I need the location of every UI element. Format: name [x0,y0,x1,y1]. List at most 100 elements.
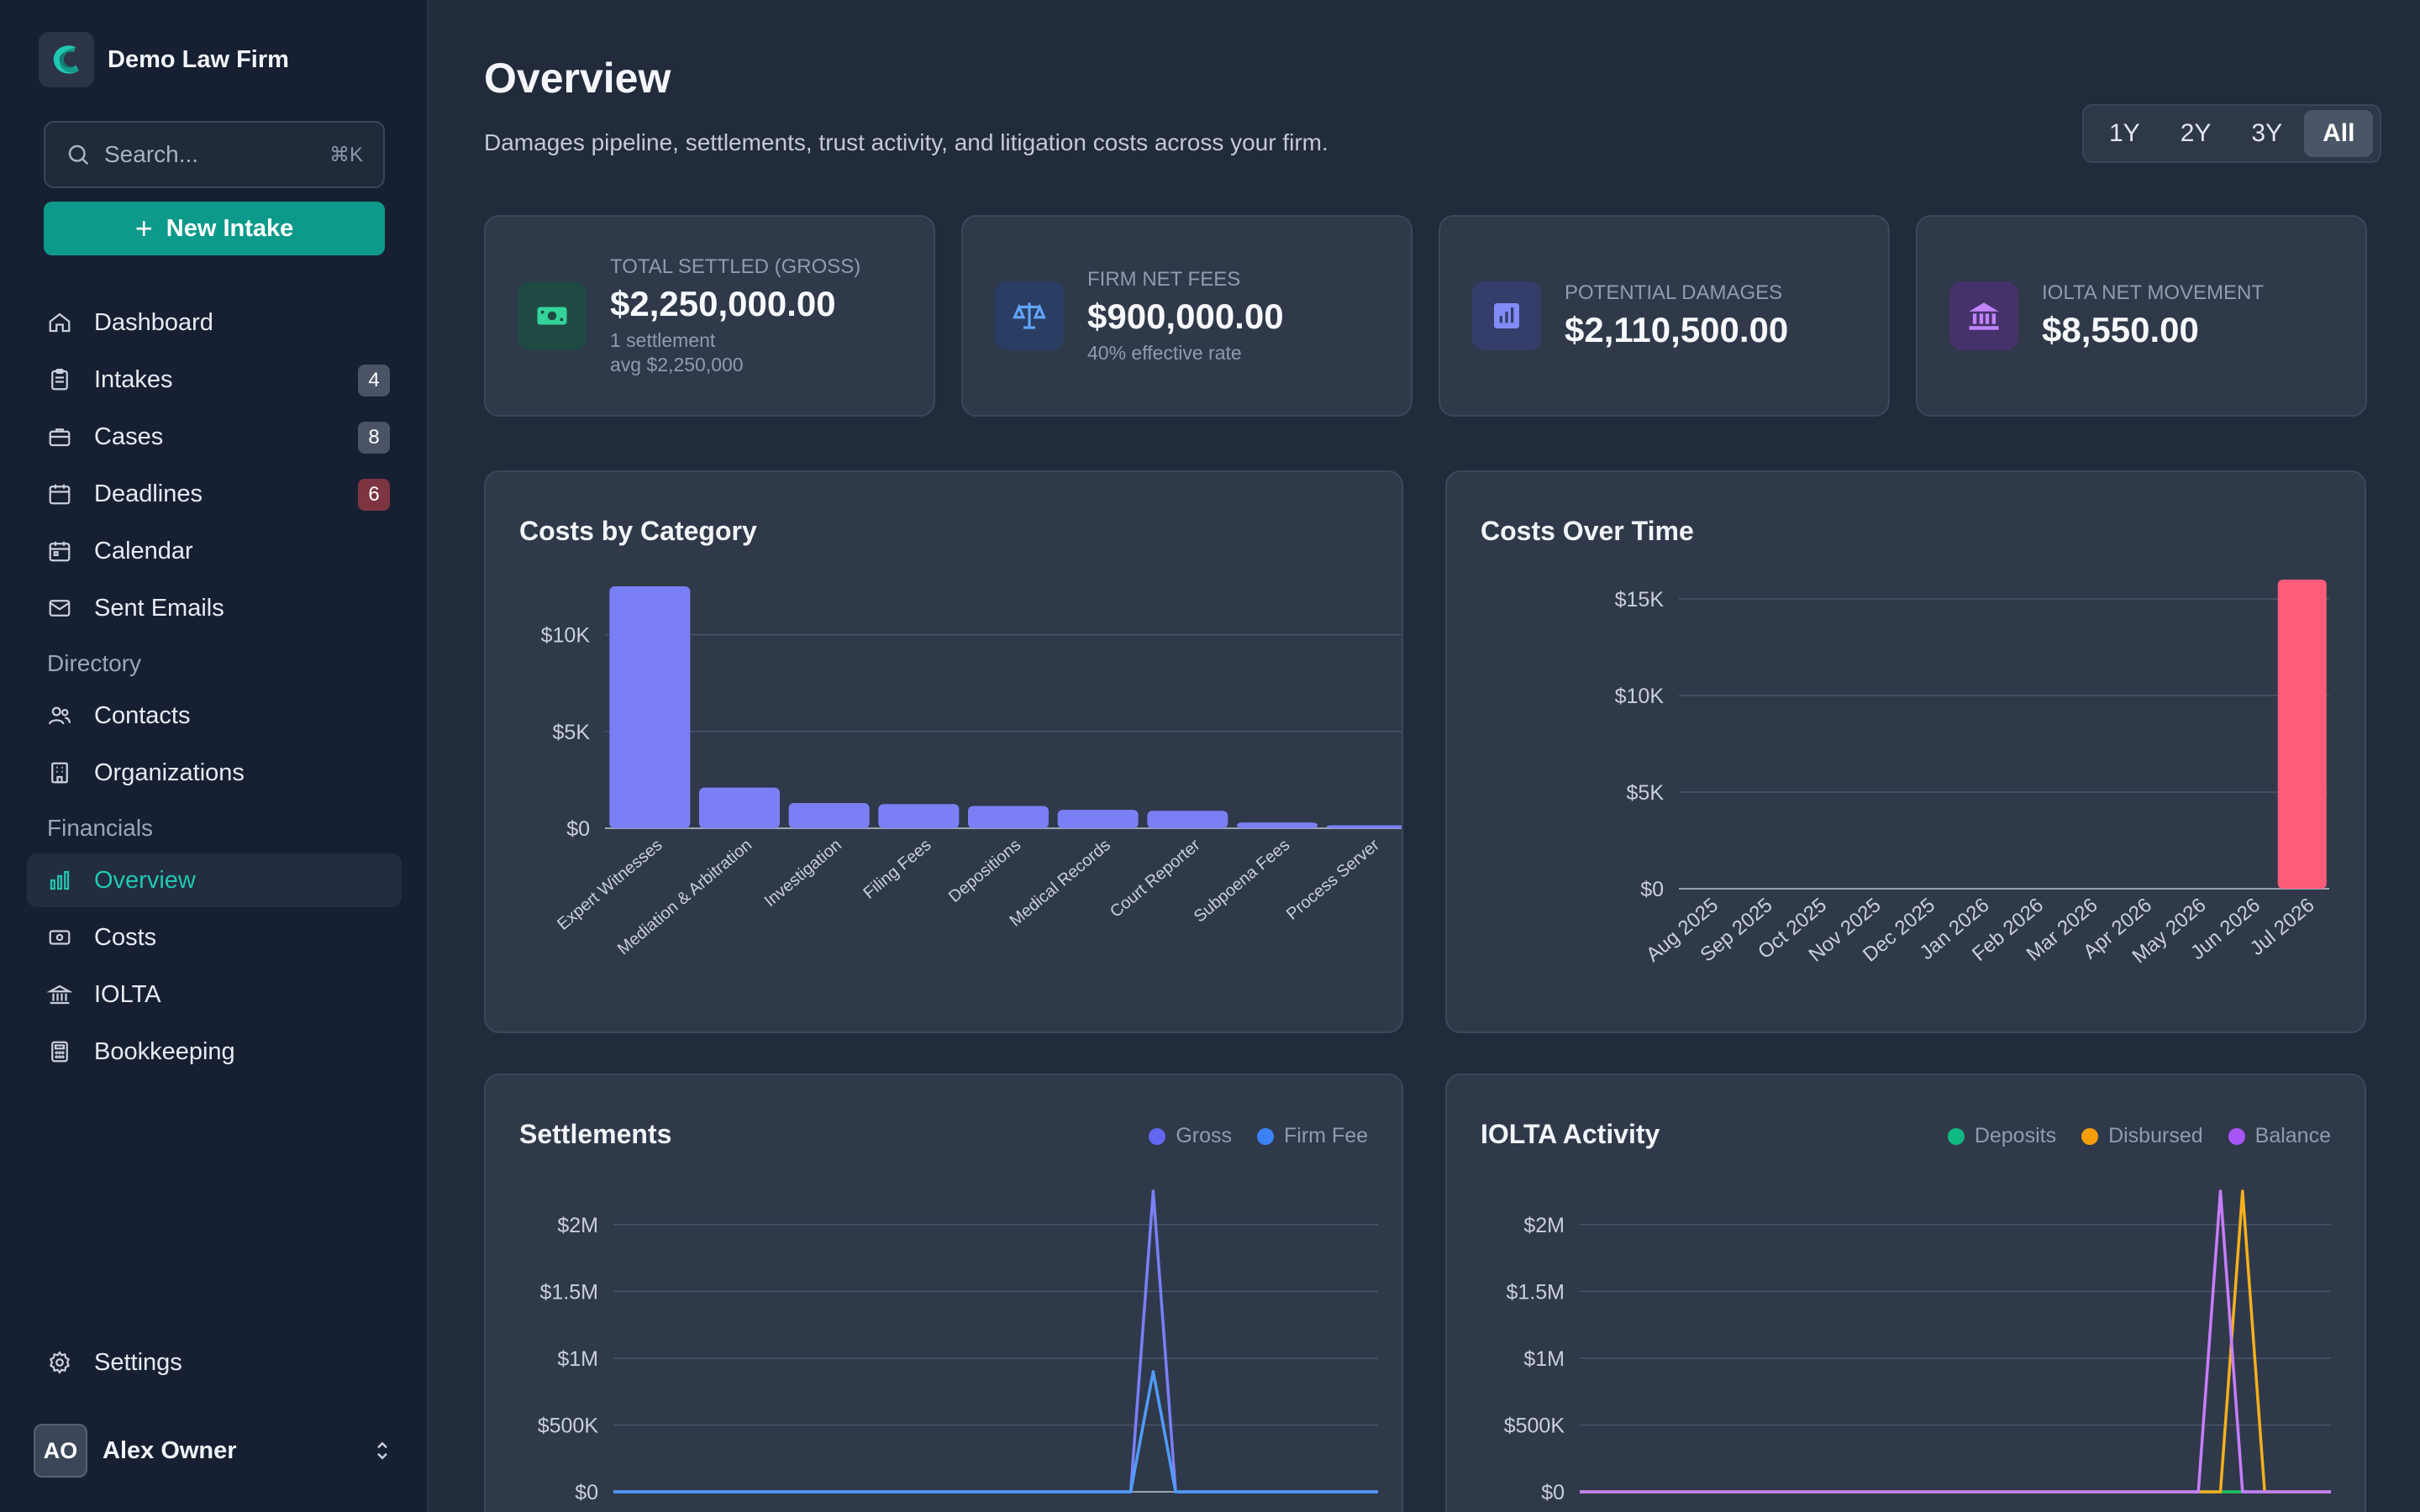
iolta-activity-chart: $0 $500K $1M $1.5M $2M [1504,1189,2331,1504]
building-icon [51,762,68,784]
sidebar-item-label: Bookkeeping [94,1037,235,1065]
bar-expert-witnesses [609,586,691,828]
x-tick-label: Court Reporter [1107,836,1204,921]
y-tick-label: $0 [1640,878,1664,901]
sidebar-item-organizations[interactable]: Organizations [27,746,402,800]
bank-icon [47,984,72,1005]
series-line-balance [1580,1189,2331,1494]
sidebar-item-contacts[interactable]: Contacts [27,689,402,743]
chart-title: Settlements [519,1119,672,1149]
briefcase-icon [49,428,71,447]
legend-label: Balance [2254,1124,2331,1147]
stat-value: $2,250,000.00 [610,284,836,323]
sidebar-item-settings[interactable]: Settings [27,1336,402,1389]
legend-dot [2081,1127,2099,1145]
x-tick-label: Process Server [1283,836,1383,924]
sidebar-item-label: Deadlines [94,480,203,507]
x-tick-label: Investigation [761,836,845,911]
series-line-firm-fee [613,1370,1378,1494]
sidebar-item-label: Overview [94,866,196,894]
users-icon [49,706,71,725]
sidebar-item-costs[interactable]: Costs [27,911,402,964]
stat-subtext: 1 settlement [610,329,716,351]
sidebar-item-iolta[interactable]: IOLTA [27,968,402,1021]
brand[interactable]: Demo Law Firm [39,32,289,87]
legend-dot [1257,1127,1274,1145]
range-button-3y[interactable]: 3Y [2251,119,2283,147]
search-shortcut: ⌘K [329,143,363,166]
clipboard-icon [51,369,68,391]
y-tick-label: $0 [566,817,590,841]
search-input[interactable]: Search... ⌘K [44,121,385,188]
chart-title: Costs Over Time [1481,516,1694,546]
legend-item-balance[interactable]: Balance [2228,1124,2331,1148]
sidebar: Demo Law Firm Search... ⌘K + New Intake … [0,0,429,1512]
chart-legend: Gross Firm Fee [1123,1124,1368,1148]
chart-title: Costs by Category [519,516,757,546]
sidebar-nav: Dashboard Intakes 4 Cases 8 Deadlines 6 … [27,296,402,1082]
page-title: Overview [484,55,671,102]
user-name: Alex Owner [103,1436,237,1464]
y-tick-label: $500K [1504,1414,1565,1437]
bar-chart-icon [50,870,70,890]
sidebar-item-calendar[interactable]: Calendar [27,524,402,578]
sidebar-item-label: Cases [94,423,164,450]
range-button-all[interactable]: All [2304,110,2374,157]
legend-dot [2228,1127,2245,1145]
legend-item-deposits[interactable]: Deposits [1947,1124,2056,1148]
chart-legend: Deposits Disbursed Balance [1923,1124,2331,1148]
stat-value: $8,550.00 [2042,310,2199,349]
y-tick-label: $5K [553,721,591,744]
sidebar-item-label: Intakes [94,365,173,393]
sidebar-item-deadlines[interactable]: Deadlines 6 [27,467,402,521]
y-tick-label: $2M [1523,1214,1565,1237]
user-menu[interactable]: AO Alex Owner [34,1423,395,1478]
bar-jul-2026 [2277,580,2327,889]
y-tick-label: $1.5M [540,1280,598,1304]
y-tick-label: $2M [557,1214,598,1237]
bar-subpoena-fees [1237,822,1318,828]
bar-medical-records [1057,810,1139,828]
sidebar-item-label: Costs [94,923,157,951]
y-tick-label: $15K [1615,588,1665,612]
scale-icon [995,281,1064,350]
section-label-directory: Directory [47,650,142,676]
brand-logo-icon [39,32,94,87]
home-icon [49,312,71,333]
bar-filing-fees [878,804,960,828]
sidebar-item-label: Dashboard [94,308,213,336]
range-button-2y[interactable]: 2Y [2180,119,2212,147]
sidebar-item-dashboard[interactable]: Dashboard [27,296,402,349]
settlements-chart: $0 $500K $1M $1.5M $2M [538,1189,1378,1504]
x-tick-label: Filing Fees [860,836,934,903]
sidebar-item-sent-emails[interactable]: Sent Emails [27,581,402,635]
legend-item-disbursed[interactable]: Disbursed [2081,1124,2203,1148]
bar-court-reporter [1147,811,1228,828]
sidebar-item-intakes[interactable]: Intakes 4 [27,353,402,407]
bar-investigation [788,803,870,828]
count-badge: 4 [358,365,390,396]
avatar: AO [34,1424,87,1478]
bank-icon [1949,281,2018,350]
sidebar-item-bookkeeping[interactable]: Bookkeeping [27,1025,402,1079]
settlements-card: Settlements Gross Firm Fee $0 $500K $1M $1.… [484,1074,1403,1512]
count-badge: 6 [358,479,390,511]
stat-card-iolta-net-movement: IOLTA NET MOVEMENT $8,550.00 [1916,215,2367,417]
new-intake-button[interactable]: + New Intake [44,202,385,255]
sidebar-item-label: Contacts [94,701,191,729]
y-tick-label: $5K [1627,781,1665,805]
legend-item-gross[interactable]: Gross [1149,1124,1232,1148]
stat-value: $2,110,500.00 [1565,310,1789,349]
sidebar-item-cases[interactable]: Cases 8 [27,410,402,464]
y-tick-label: $10K [541,624,591,648]
new-intake-label: New Intake [166,214,294,242]
stat-label: FIRM NET FEES [1087,267,1241,291]
stat-label: POTENTIAL DAMAGES [1565,281,1783,304]
legend-item-firm-fee[interactable]: Firm Fee [1257,1124,1368,1148]
stat-subtext: 40% effective rate [1087,341,1242,364]
range-button-1y[interactable]: 1Y [2109,119,2140,147]
sidebar-item-overview[interactable]: Overview [27,853,402,907]
bar-mediation-arbitration [699,787,780,828]
stat-card-firm-net-fees: FIRM NET FEES $900,000.00 40% effective … [961,215,1413,417]
